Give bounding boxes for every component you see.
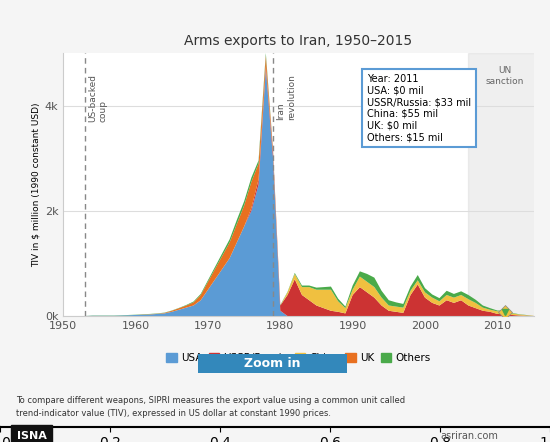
Text: To compare different weapons, SIPRI measures the export value using a common uni: To compare different weapons, SIPRI meas… (16, 396, 408, 404)
Text: UN
sanction: UN sanction (485, 66, 524, 86)
Text: US-backed
coup: US-backed coup (88, 74, 108, 122)
Y-axis label: TIV in $ million (1990 constant USD): TIV in $ million (1990 constant USD) (31, 102, 41, 267)
Text: Year: 2011
USA: $0 mil
USSR/Russia: $33 mil
China: $55 mil
UK: $0 mil
Others: $1: Year: 2011 USA: $0 mil USSR/Russia: $33 … (367, 74, 471, 142)
Title: Arms exports to Iran, 1950–2015: Arms exports to Iran, 1950–2015 (184, 34, 412, 48)
Text: asriran.com: asriran.com (440, 431, 498, 441)
Text: ISNA: ISNA (16, 431, 46, 441)
Text: trend-indicator value (TIV), expressed in US dollar at constant 1990 prices.: trend-indicator value (TIV), expressed i… (16, 409, 332, 418)
Text: Iran
revolution: Iran revolution (276, 74, 296, 120)
Text: Zoom in: Zoom in (244, 357, 300, 370)
Legend: USA, USSR/Russia, China, UK, Others: USA, USSR/Russia, China, UK, Others (162, 349, 434, 367)
Bar (469, 53, 541, 316)
